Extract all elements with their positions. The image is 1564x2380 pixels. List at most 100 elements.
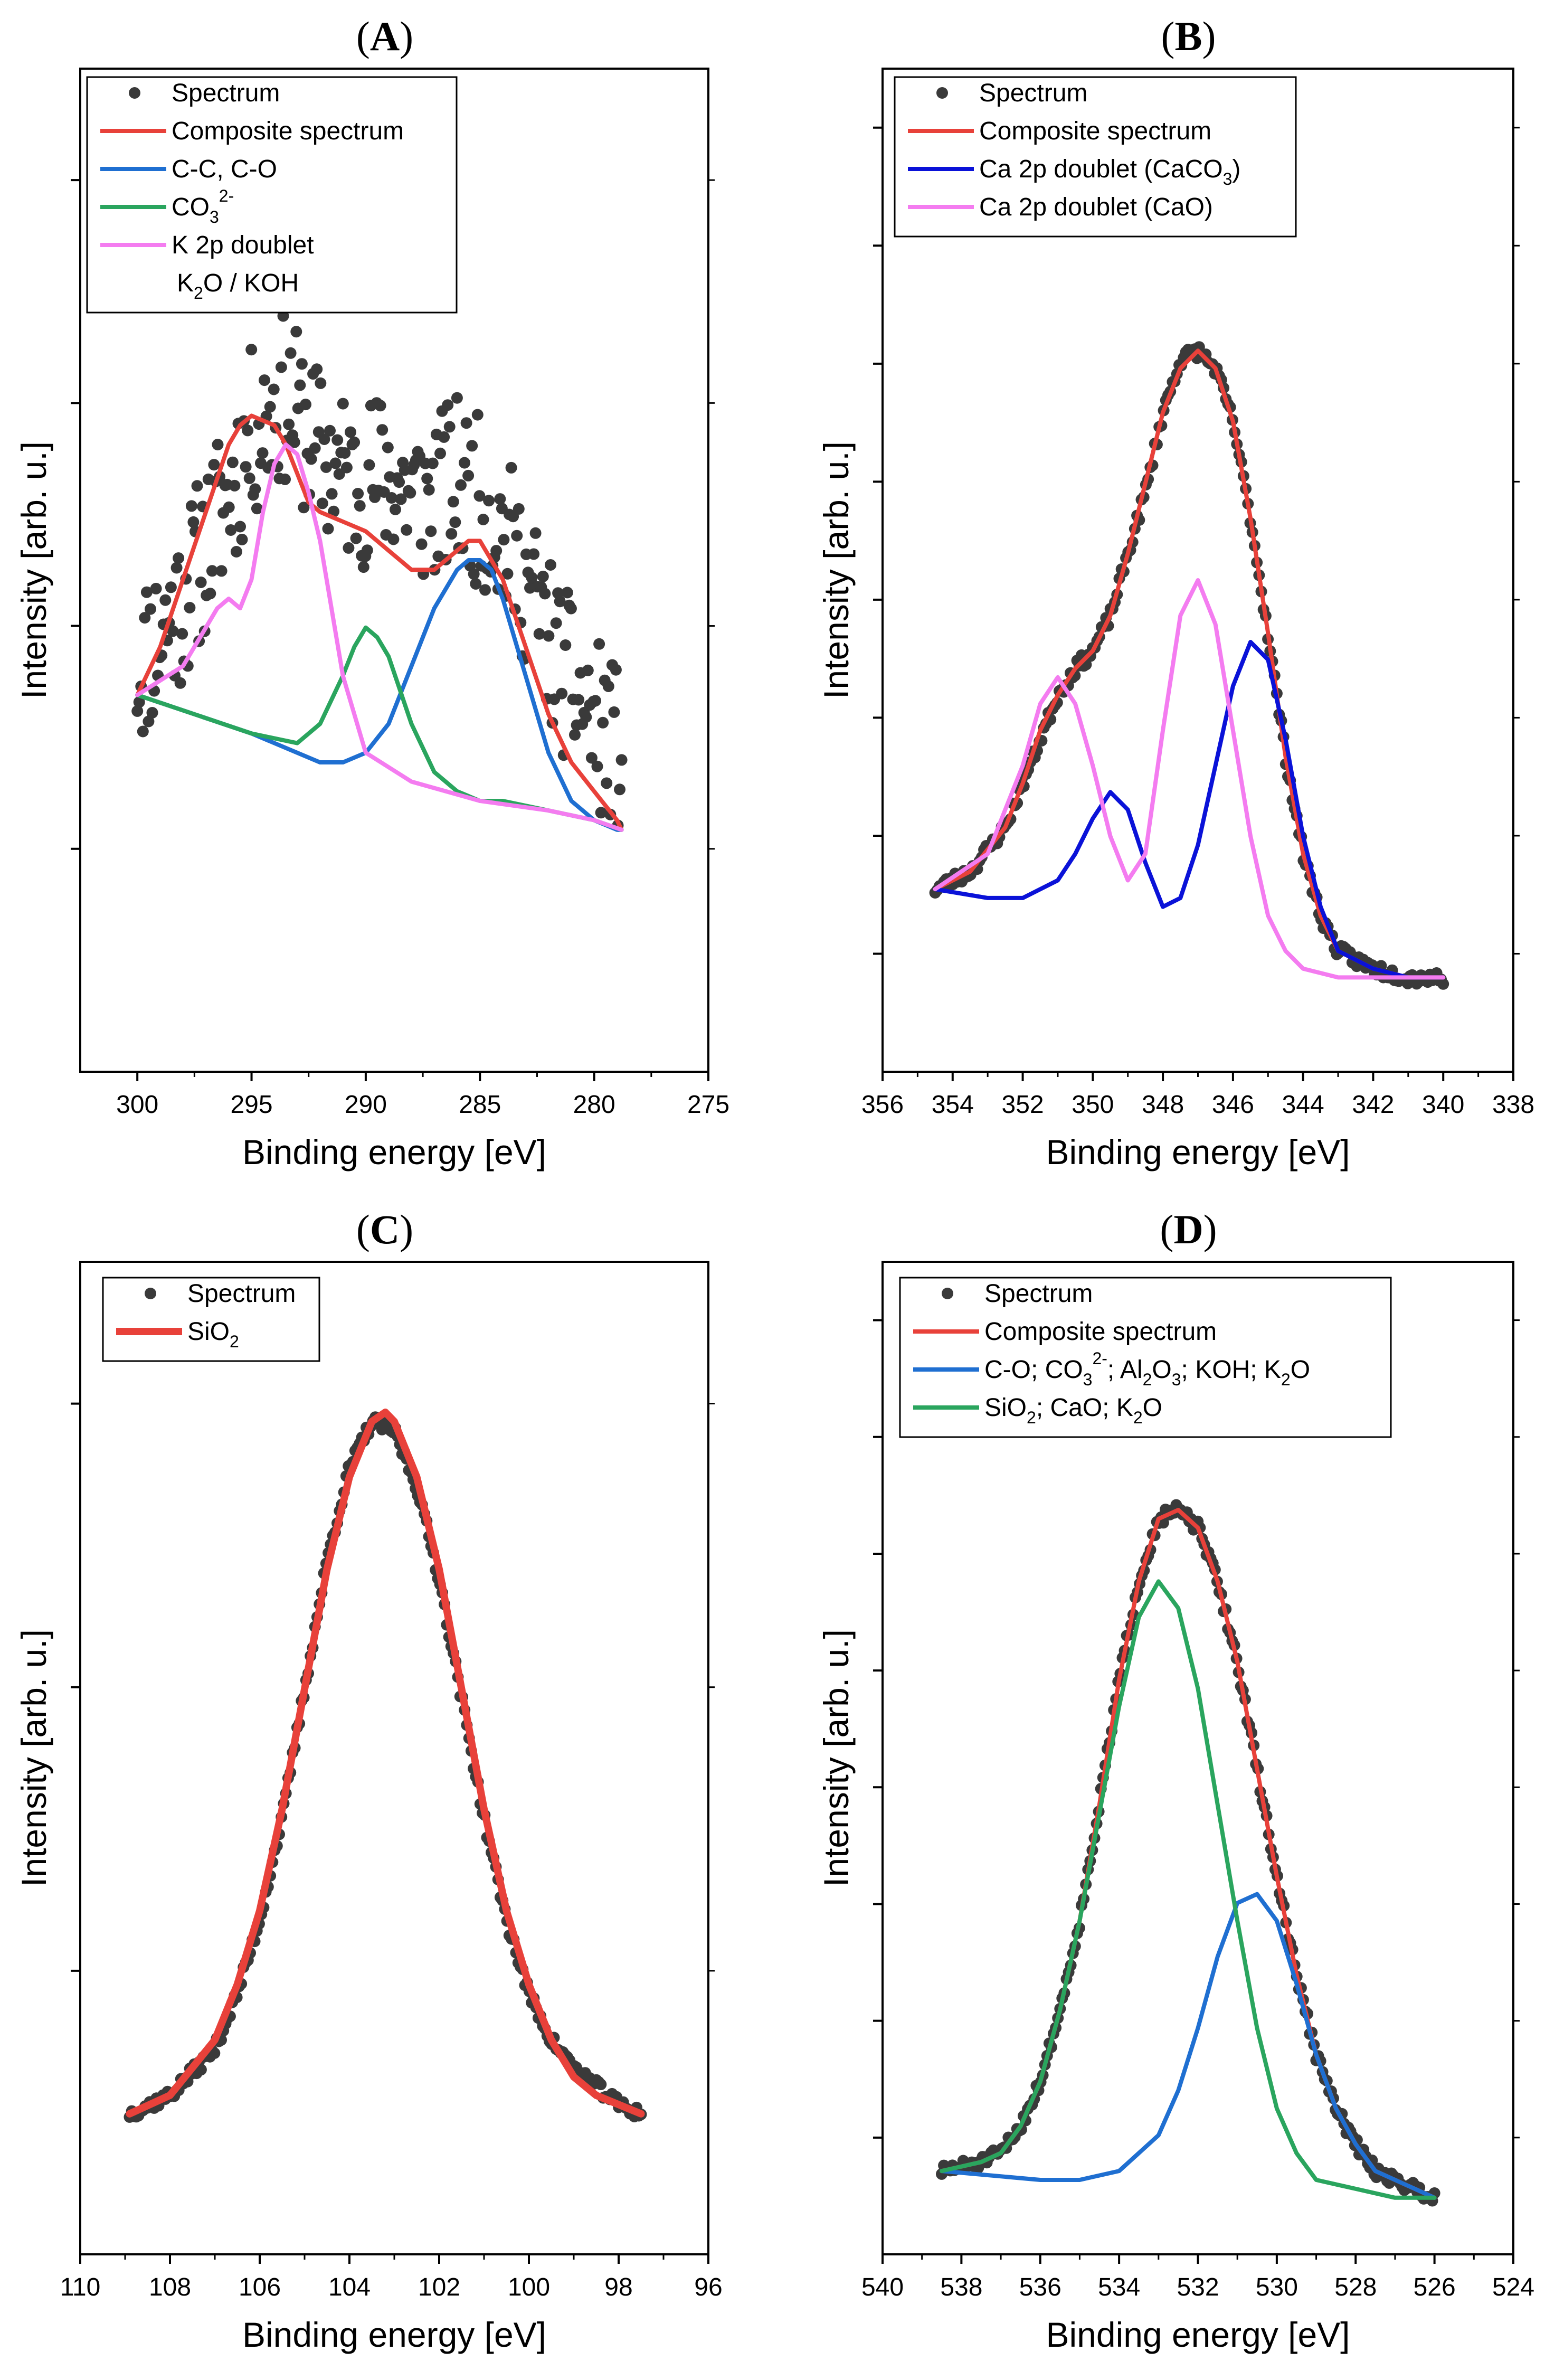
spectrum-point: [133, 696, 145, 708]
spectrum-point: [614, 783, 625, 796]
legend-label: SiO2; CaO; K2O: [984, 1394, 1162, 1427]
spectrum-point: [560, 639, 572, 651]
spectrum-point: [326, 488, 338, 500]
panel-title-a: (A): [356, 13, 413, 59]
spectrum-point: [298, 502, 310, 514]
spectrum-point: [165, 581, 177, 593]
x-tick-label: 275: [687, 1091, 729, 1119]
chart-panel-b: (B) 356 354 352 350 348 346 344 342 340 338 Binding…: [817, 13, 1534, 1172]
spectrum-point: [296, 358, 308, 370]
spectrum-point: [1437, 978, 1449, 990]
spectrum-point: [580, 711, 592, 723]
spectrum-point: [249, 483, 261, 495]
spectrum-point: [275, 361, 287, 373]
spectrum-point: [505, 461, 517, 474]
x-tick-label: 338: [1492, 1091, 1534, 1119]
spectrum-point: [173, 552, 185, 564]
spectrum-point: [352, 488, 364, 499]
spectrum-point: [316, 497, 328, 509]
spectrum-point: [184, 602, 196, 613]
spectrum-point: [443, 421, 456, 433]
spectrum-point: [143, 715, 155, 728]
spectrum-point: [145, 603, 156, 615]
spectrum-point: [545, 559, 556, 571]
spectrum-point: [225, 524, 237, 536]
panel-title-d: (D): [1160, 1206, 1217, 1252]
x-tick-label: 108: [149, 2273, 191, 2301]
spectrum-point: [462, 469, 475, 481]
spectrum-point: [382, 441, 394, 454]
legend-label: Spectrum: [979, 79, 1087, 107]
legend: Spectrum Composite spectrum C-O; CO32-; Al…: [899, 1277, 1392, 1438]
spectrum-point: [234, 521, 246, 533]
spectrum-point: [259, 374, 270, 386]
spectrum-point: [610, 664, 622, 676]
spectrum-point: [339, 447, 351, 459]
spectrum-point: [343, 542, 355, 554]
spectrum-point: [455, 479, 467, 491]
spectrum-point: [268, 383, 280, 395]
spectrum-point: [206, 565, 218, 577]
spectrum-point: [597, 716, 609, 729]
legend-marker: [942, 1288, 953, 1299]
spectrum-point: [146, 707, 158, 719]
spectrum-point: [438, 431, 450, 443]
legend-label: C-C, C-O: [172, 155, 277, 183]
spectrum-point: [449, 516, 461, 528]
spectrum-point: [191, 480, 203, 492]
series-line-c-c-c-o: [135, 558, 624, 832]
x-tick-label: 526: [1414, 2273, 1456, 2301]
spectrum-point: [305, 453, 317, 465]
x-axis-label: Binding energy [eV]: [242, 1132, 546, 1172]
spectrum-point: [404, 487, 416, 499]
x-tick-label: 106: [239, 2273, 281, 2301]
spectrum-point: [595, 2079, 607, 2091]
spectrum-point: [131, 705, 144, 717]
x-axis-label: Binding energy [eV]: [242, 2315, 546, 2354]
x-tick-label: 100: [508, 2273, 550, 2301]
spectrum-point: [543, 630, 555, 642]
legend-label: CO32-: [172, 186, 234, 226]
series-line-ca-2p-doublet-cao-: [933, 578, 1446, 980]
spectrum-point: [159, 594, 172, 606]
spectrum-point: [423, 484, 435, 496]
series-line-c-o-co3-2-al2o3-koh-k2o: [940, 1892, 1437, 2200]
series-line-sio2-cao-k2o: [940, 1579, 1437, 2200]
y-axis-label: Intensity [arb. u.]: [817, 1629, 856, 1887]
legend-label: Composite spectrum: [984, 1318, 1217, 1346]
x-tick-label: 348: [1142, 1091, 1184, 1119]
spectrum-point: [556, 687, 568, 700]
spectrum-point: [595, 807, 607, 819]
legend-marker: [145, 1288, 156, 1299]
spectrum-point: [526, 572, 538, 584]
x-tick-label: 354: [932, 1091, 974, 1119]
spectrum-point: [468, 568, 480, 580]
spectrum-point: [554, 596, 566, 608]
spectrum-point: [447, 496, 459, 508]
spectrum-point: [421, 473, 433, 485]
x-tick-label: 344: [1282, 1091, 1324, 1119]
spectrum-point: [393, 476, 405, 488]
legend: Spectrum Composite spectrum Ca 2p doublet …: [894, 76, 1297, 238]
spectrum-point: [601, 777, 613, 789]
legend-label: Composite spectrum: [172, 117, 404, 145]
spectrum-point: [245, 344, 258, 356]
spectrum-point: [290, 326, 302, 338]
spectrum-point: [561, 587, 573, 599]
x-tick-label: 356: [861, 1091, 904, 1119]
spectrum-point: [585, 752, 598, 764]
spectrum-point: [425, 525, 437, 537]
x-tick-label: 530: [1256, 2273, 1298, 2301]
spectrum-point: [445, 528, 458, 540]
spectrum-point: [195, 577, 207, 588]
legend-label: Composite spectrum: [979, 117, 1211, 145]
spectrum-point: [226, 456, 239, 468]
x-axis-label: Binding energy [eV]: [1046, 1132, 1350, 1172]
spectrum-point: [139, 612, 151, 624]
spectrum-point: [591, 760, 603, 772]
spectrum-point: [170, 562, 183, 574]
legend-marker: [936, 87, 948, 99]
x-tick-label: 532: [1177, 2273, 1219, 2301]
x-tick-label: 300: [116, 1091, 158, 1119]
x-tick-label: 98: [604, 2273, 632, 2301]
